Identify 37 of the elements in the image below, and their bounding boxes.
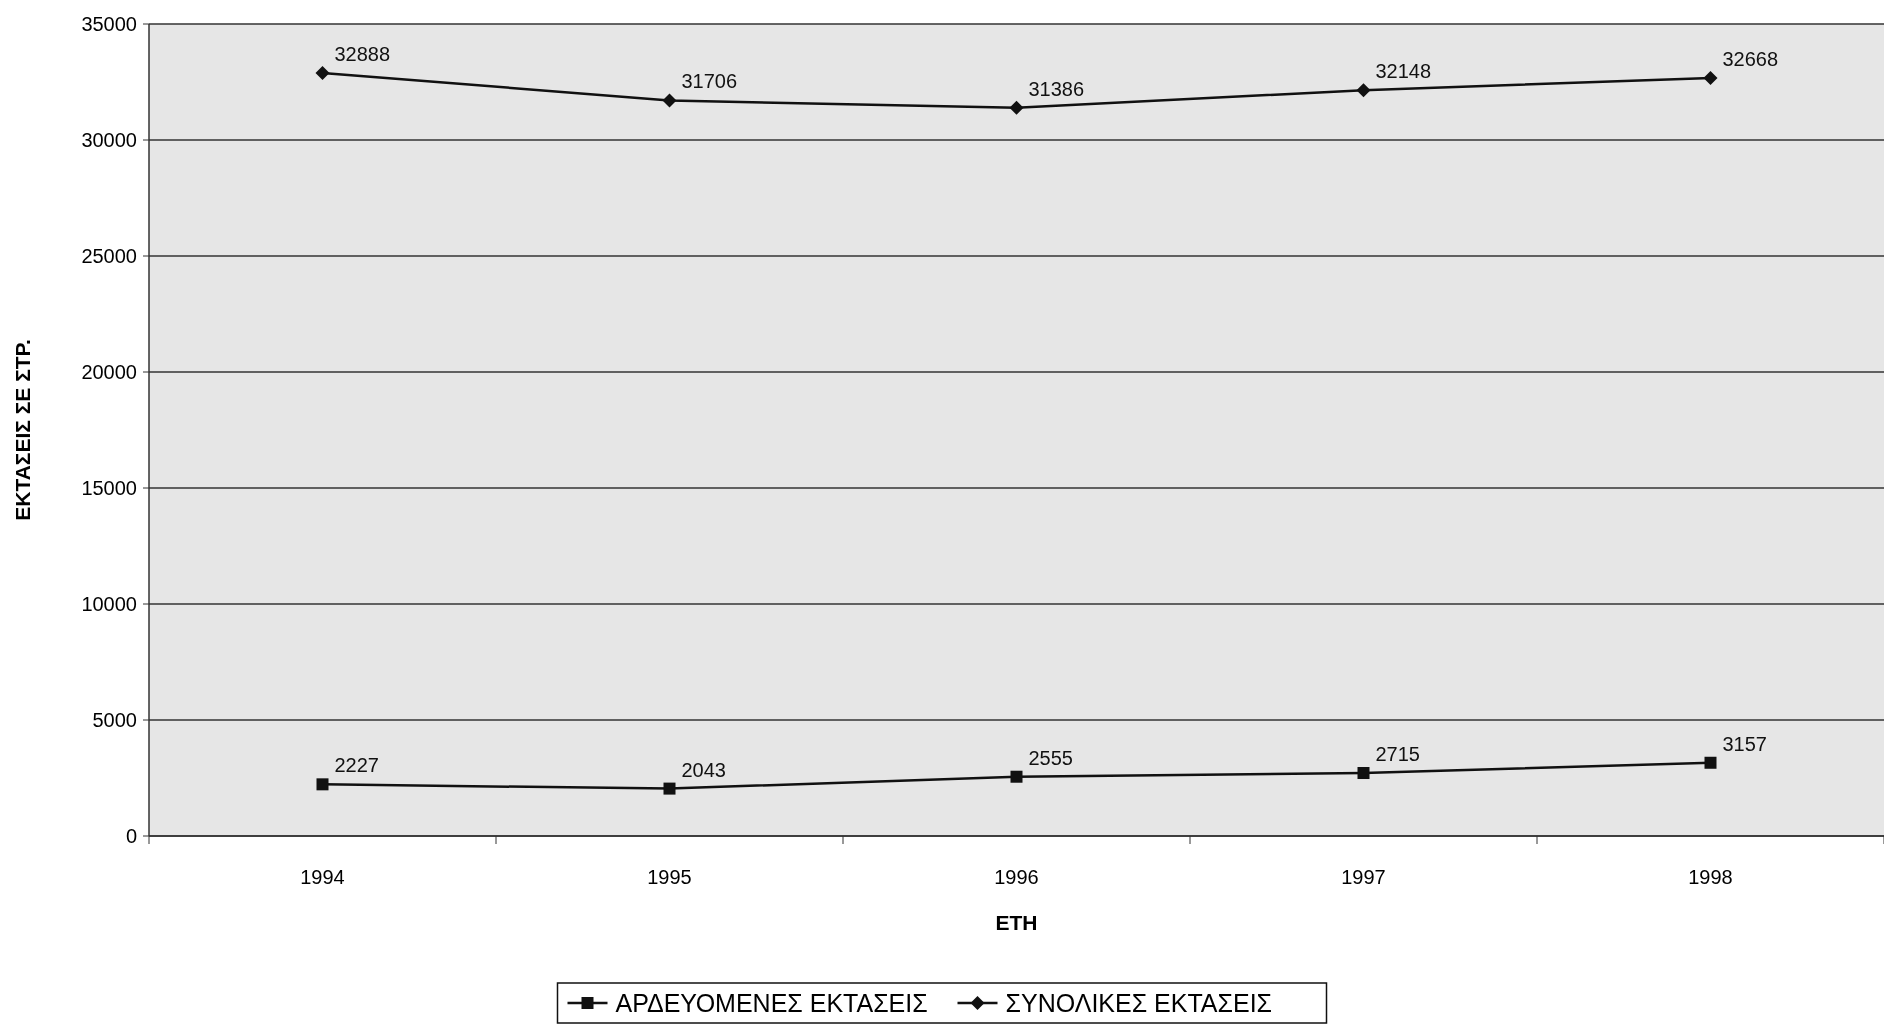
y-tick-label: 15000: [81, 477, 137, 499]
x-tick-label: 1994: [300, 866, 345, 888]
data-label: 2043: [681, 758, 726, 781]
point: [1356, 83, 1371, 98]
point: [1009, 100, 1024, 115]
y-tick-label: 5000: [92, 709, 137, 731]
y-axis-title: ΕΚΤΑΣΕΙΣ ΣΕ ΣΤΡ.: [11, 339, 34, 521]
point: [316, 778, 329, 791]
data-label: 2227: [334, 754, 379, 777]
x-tick-label: 1996: [994, 866, 1039, 888]
point: [663, 782, 676, 795]
point: [1704, 756, 1717, 769]
y-tick-label: 0: [125, 825, 137, 847]
y-tick-label: 20000: [81, 361, 137, 383]
y-tick-label: 35000: [81, 13, 137, 35]
point: [662, 93, 677, 108]
point: [315, 66, 330, 80]
y-tick-label: 30000: [81, 129, 137, 151]
data-label: 32148: [1375, 60, 1432, 83]
legend-label: ΣΥΝΟΛΙΚΕΣ ΕΚΤΑΣΕΙΣ: [1005, 988, 1273, 1017]
point: [1703, 71, 1718, 86]
point: [1010, 770, 1023, 783]
data-label: 2715: [1375, 743, 1420, 766]
x-tick-label: 1998: [1688, 866, 1733, 888]
x-tick-label: 1997: [1341, 866, 1386, 888]
data-label: 32888: [334, 43, 391, 65]
x-axis-title: ΕΤΗ: [995, 911, 1038, 934]
data-label: 3157: [1722, 732, 1767, 755]
point: [1357, 767, 1370, 780]
data-label: 32668: [1722, 48, 1779, 71]
legend-label: ΑΡΔΕΥΟΜΕΝΕΣ ΕΚΤΑΣΕΙΣ: [615, 988, 928, 1017]
y-tick-label: 10000: [81, 593, 137, 615]
data-label: 31706: [681, 70, 738, 93]
data-label: 2555: [1028, 746, 1073, 769]
x-tick-label: 1995: [647, 866, 692, 888]
y-tick-label: 25000: [81, 245, 137, 267]
data-label: 31386: [1028, 77, 1085, 100]
